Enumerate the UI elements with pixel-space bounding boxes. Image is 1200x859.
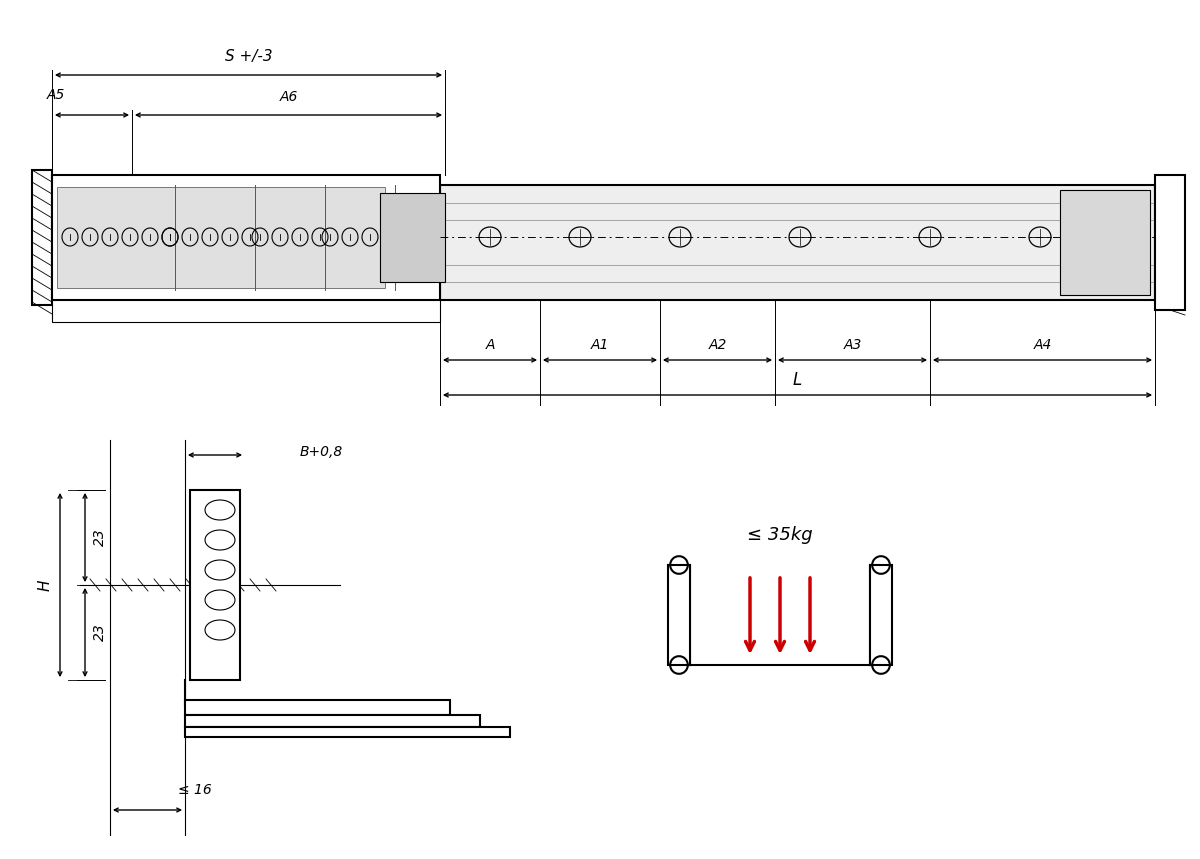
Bar	[1060, 190, 1150, 295]
Bar	[870, 565, 892, 665]
Text: A5: A5	[47, 88, 65, 102]
Bar	[52, 175, 440, 300]
Text: 23: 23	[94, 624, 107, 642]
Bar	[440, 185, 1154, 300]
Bar	[185, 700, 450, 715]
Text: ≤ 16: ≤ 16	[178, 783, 211, 797]
Text: H: H	[37, 579, 53, 591]
Bar	[1154, 175, 1186, 310]
Text: A3: A3	[844, 338, 862, 352]
Text: L: L	[793, 371, 802, 389]
Bar	[32, 170, 52, 305]
Text: ≤ 35kg: ≤ 35kg	[748, 526, 812, 544]
Text: A1: A1	[590, 338, 610, 352]
Text: B+0,8: B+0,8	[300, 445, 343, 459]
Text: A2: A2	[708, 338, 727, 352]
Text: A6: A6	[280, 90, 298, 104]
Text: A4: A4	[1033, 338, 1051, 352]
Bar	[380, 193, 445, 282]
Bar	[668, 565, 690, 665]
Bar	[185, 727, 510, 737]
Bar	[52, 300, 440, 322]
Bar	[185, 715, 480, 727]
Bar	[58, 187, 385, 288]
Text: 23: 23	[94, 528, 107, 546]
Text: S +/-3: S +/-3	[224, 50, 272, 64]
Bar	[190, 490, 240, 680]
Text: A: A	[485, 338, 494, 352]
